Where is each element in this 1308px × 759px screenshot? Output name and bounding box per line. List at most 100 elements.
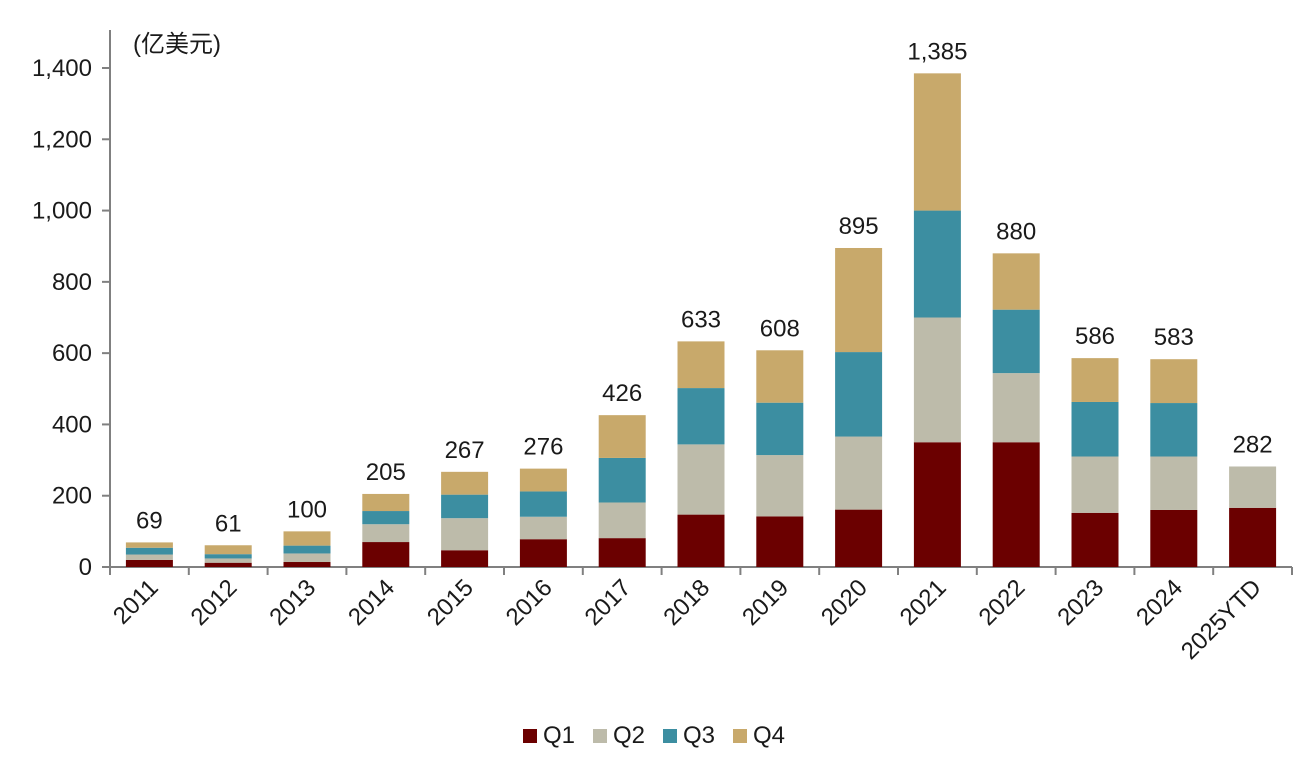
total-label: 1,385 (907, 38, 967, 65)
bar-segment-q3 (204, 554, 252, 559)
bar-segment-q2 (835, 436, 883, 510)
bar-segment-q3 (283, 545, 331, 554)
total-label: 608 (760, 315, 800, 342)
y-tick-label: 400 (52, 411, 92, 438)
bar-segment-q2 (992, 373, 1040, 443)
x-tick-label: 2013 (264, 574, 321, 631)
bar-segment-q2 (598, 502, 646, 539)
stacked-bar-chart: (亿美元) 0 200 400 600 800 1,000 1,200 1,400 69 2011… (32, 30, 1293, 665)
bar-segment-q3 (519, 491, 567, 517)
legend-item-q2: Q2 (592, 722, 645, 750)
x-tick-label: 2020 (816, 574, 873, 631)
total-label: 583 (1154, 324, 1194, 351)
y-tick-label: 600 (52, 340, 92, 367)
total-label: 633 (681, 306, 721, 333)
x-tick-label: 2022 (974, 574, 1031, 631)
legend: Q1 Q2 Q3 Q4 (0, 720, 1308, 752)
bar-segment-q1 (125, 559, 173, 567)
bar-segment-q1 (283, 562, 331, 567)
bar-segment-q4 (677, 341, 725, 389)
total-label: 61 (215, 510, 242, 537)
bar-segment-q2 (1150, 456, 1198, 510)
legend-label-q1: Q1 (542, 722, 575, 749)
legend-item-q4: Q4 (733, 722, 785, 750)
bar-segment-q1 (835, 509, 883, 567)
bar-segment-q4 (125, 542, 173, 548)
x-tick-label: 2018 (658, 574, 715, 631)
bar-segment-q4 (204, 545, 252, 555)
legend-label-q3: Q3 (683, 722, 716, 749)
bar-segment-q4 (992, 253, 1040, 310)
bar-segment-q1 (1150, 509, 1198, 567)
legend-item-q1: Q1 (522, 722, 575, 750)
x-tick-label: 2014 (343, 574, 400, 631)
total-label: 282 (1233, 431, 1273, 458)
bar-segment-q3 (598, 457, 646, 503)
bar-segment-q3 (1071, 401, 1119, 457)
bar-segment-q1 (1229, 507, 1277, 567)
total-label: 586 (1075, 323, 1115, 350)
bar-segment-q1 (677, 514, 725, 567)
y-tick-label: 0 (79, 554, 92, 581)
bar-segment-q4 (362, 493, 410, 512)
bar-segment-q2 (362, 524, 410, 543)
y-tick-label: 1,200 (32, 126, 92, 153)
bar-segment-q1 (756, 516, 804, 567)
total-label: 276 (523, 434, 563, 461)
x-tick-label: 2025YTD (1176, 574, 1267, 665)
bar-segment-q3 (362, 511, 410, 525)
total-label: 69 (136, 507, 163, 534)
legend-swatch-q4 (733, 729, 748, 743)
total-label: 426 (602, 380, 642, 407)
bar-segment-q3 (1150, 403, 1198, 457)
bar-segment-q4 (1071, 358, 1119, 402)
bar-segment-q2 (1071, 456, 1119, 513)
bar-segment-q1 (441, 550, 489, 567)
x-tick-label: 2023 (1052, 574, 1109, 631)
x-tick-label: 2024 (1131, 574, 1188, 631)
x-tick-label: 2012 (186, 574, 243, 631)
y-tick-label: 200 (52, 483, 92, 510)
bar-segment-q2 (519, 516, 567, 540)
total-label: 895 (839, 213, 879, 240)
bar-segment-q1 (992, 442, 1040, 567)
bar-segment-q1 (598, 538, 646, 567)
bar-segment-q4 (1150, 359, 1198, 404)
legend-label-q4: Q4 (753, 722, 786, 749)
x-tick-label: 2011 (108, 574, 164, 630)
bar-segment-q2 (125, 554, 173, 560)
bar-segment-q4 (519, 468, 567, 492)
bar-segment-q3 (913, 210, 961, 318)
bar-segment-q2 (204, 558, 252, 563)
bar-segment-q2 (441, 518, 489, 551)
legend-swatch-q3 (663, 729, 677, 743)
unit-label: (亿美元) (133, 31, 221, 58)
x-tick-label: 2015 (422, 574, 479, 631)
bar-segment-q3 (835, 352, 883, 437)
bar-segment-q3 (441, 494, 489, 519)
bar-segment-q3 (677, 388, 725, 445)
bar-segment-q2 (677, 444, 725, 515)
bar-segment-q1 (1071, 512, 1119, 567)
bar-segment-q3 (125, 547, 173, 555)
bar-segment-q4 (283, 531, 331, 546)
bar-segment-q2 (1229, 466, 1277, 508)
x-tick-label: 2016 (501, 574, 558, 631)
x-tick-label: 2017 (580, 574, 637, 631)
bar-segment-q4 (441, 471, 489, 495)
legend-swatch-q2 (592, 729, 607, 743)
bar-segment-q1 (913, 442, 961, 567)
y-tick-label: 800 (52, 269, 92, 296)
bar-segment-q3 (992, 309, 1040, 374)
bar-segment-q1 (362, 542, 410, 567)
y-tick-label: 1,000 (32, 198, 92, 225)
bar-segment-q4 (913, 73, 961, 211)
bar-segment-q4 (598, 415, 646, 458)
bar-segment-q2 (283, 553, 331, 563)
total-label: 205 (366, 459, 406, 486)
bar-segment-q3 (756, 402, 804, 456)
legend-item-q3: Q3 (663, 722, 715, 750)
x-tick-label: 2019 (737, 574, 794, 631)
bar-segment-q1 (204, 562, 252, 567)
x-tick-label: 2021 (895, 574, 952, 631)
